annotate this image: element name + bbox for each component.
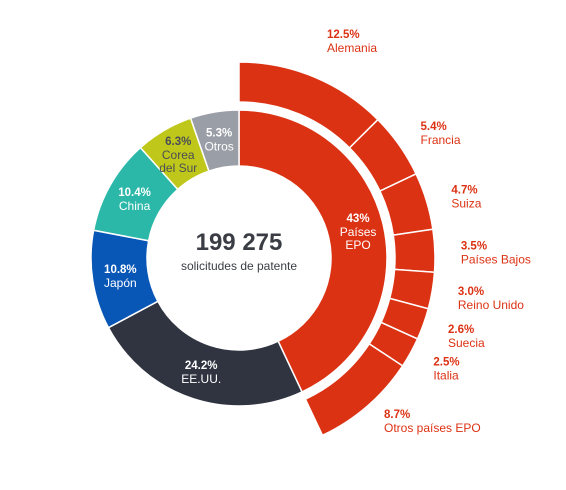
slice-ee-uu [107,300,304,407]
slice-name-label: EE.UU. [181,372,221,386]
slice-otros [189,109,240,173]
outer-pct-label: 8.7% [384,409,410,421]
center-labels: 199 275 solicitudes de patente [181,229,297,273]
slice-pct-label: 5.3% [206,128,232,140]
outer-name-label: Francia [421,133,461,147]
center-subtitle: solicitudes de patente [181,259,297,273]
inner-ring [90,109,388,407]
slice-name-label: Corea del Sur [159,148,197,175]
outer-pct-label: 5.4% [421,121,447,133]
outer-name-label: Otros países EPO [384,421,481,435]
outer-pct-label: 12.5% [327,29,360,41]
outer-labels: 12.5%Alemania5.4%Francia4.7%Suiza3.5%Paí… [327,29,531,435]
outer-ring [238,61,436,437]
outer-pct-label: 3.5% [461,241,487,253]
slice-name-label: China [119,199,151,213]
slice-pct-label: 6.3% [165,136,191,148]
outer-name-label: Alemania [327,41,377,55]
slice-paises-epo [238,109,388,393]
outer-name-label: Suecia [448,336,485,350]
outer-pct-label: 2.6% [448,324,474,336]
outer-name-label: Países Bajos [461,253,531,267]
slice-pct-label: 43% [347,213,370,225]
slice-pct-label: 10.4% [118,187,151,199]
outer-pct-label: 3.0% [458,286,484,298]
outer-segment-otros-paises-epo [304,342,404,437]
outer-name-label: Reino Unido [458,298,524,312]
outer-name-label: Italia [433,368,459,382]
slice-pct-label: 10.8% [104,264,137,276]
slice-name-label: Japón [104,276,137,290]
slice-name-label: Otros [204,140,233,154]
center-total: 199 275 [196,229,283,256]
outer-segment-paises-bajos [392,228,436,274]
slice-name-label: Países EPO [340,225,377,252]
inner-labels: 43%Países EPO 24.2%EE.UU. 10.8%Japón 10.4%Ch… [104,128,376,386]
outer-pct-label: 2.5% [433,356,459,368]
slice-pct-label: 24.2% [185,360,218,372]
outer-name-label: Suiza [451,196,481,210]
outer-pct-label: 4.7% [451,184,477,196]
